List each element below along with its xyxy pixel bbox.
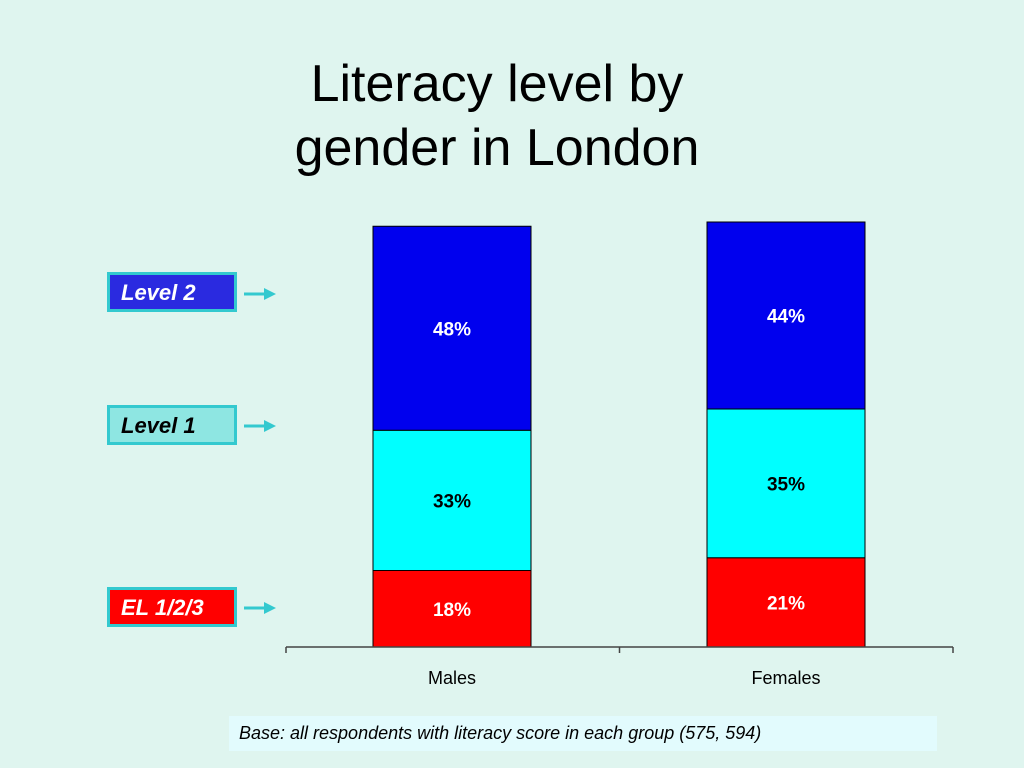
chart-title: Literacy level by gender in London (0, 52, 994, 180)
title-line-1: Literacy level by (310, 55, 684, 113)
footnote: Base: all respondents with literacy scor… (229, 716, 937, 751)
legend-level-1: Level 1 (107, 405, 237, 445)
legend-arrow-icon-1 (244, 420, 276, 432)
legend-label-level-2: Level 2 (121, 280, 196, 305)
x-tick-label-females: Females (751, 668, 820, 688)
bar-males-level-2 (372, 225, 532, 431)
bar-females-level-1 (706, 408, 866, 559)
legend-el-1-2-3: EL 1/2/3 (107, 587, 237, 627)
data-label-females-level-1: 35% (767, 474, 805, 495)
title-line-2: gender in London (294, 119, 700, 177)
bar-females-level-2 (706, 221, 866, 410)
data-label-females-el-1-2-3: 21% (767, 593, 805, 614)
bar-males-level-1 (372, 429, 532, 571)
legend-arrow-icon-2 (244, 602, 276, 614)
data-label-males-level-1: 33% (433, 491, 471, 512)
data-label-males-el-1-2-3: 18% (433, 600, 471, 621)
data-label-males-level-2: 48% (433, 319, 471, 340)
legend-arrow-icon-0 (244, 288, 276, 300)
legend-label-el-1-2-3: EL 1/2/3 (121, 595, 204, 620)
legend-level-2: Level 2 (107, 272, 237, 312)
footnote-text: Base: all respondents with literacy scor… (239, 723, 762, 743)
x-tick-label-males: Males (428, 668, 476, 688)
data-label-females-level-2: 44% (767, 307, 805, 328)
legend-label-level-1: Level 1 (121, 413, 196, 438)
